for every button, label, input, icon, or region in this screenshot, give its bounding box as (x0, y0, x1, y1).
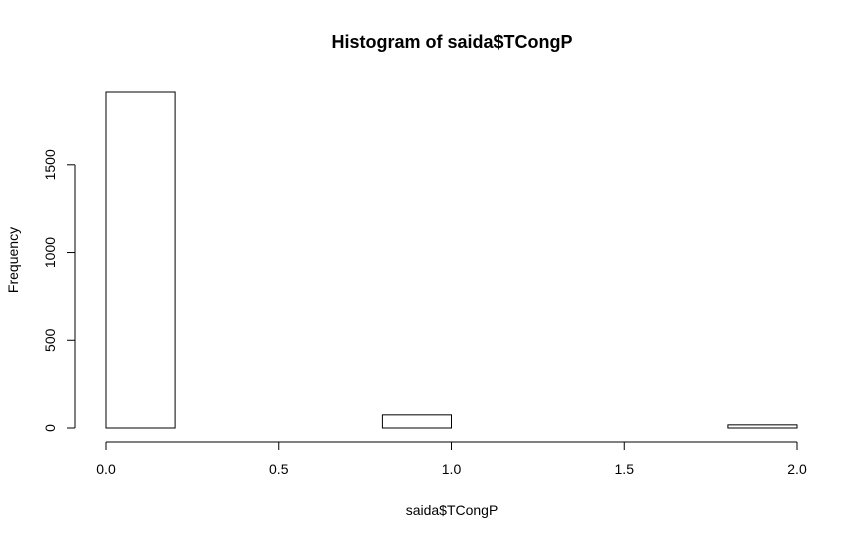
x-tick-label: 0.5 (269, 461, 289, 477)
x-axis-label: saida$TCongP (406, 502, 499, 518)
y-tick-label: 1500 (42, 149, 58, 180)
histogram-bar (105, 91, 176, 429)
y-axis: 0 500 1000 1500 (42, 149, 76, 432)
x-tick-label: 2.0 (787, 461, 807, 477)
x-tick-label: 1.5 (615, 461, 635, 477)
x-tick-label: 1.0 (442, 461, 462, 477)
y-tick-label: 1000 (42, 237, 58, 268)
x-axis: 0.0 0.5 1.0 1.5 2.0 (96, 441, 807, 477)
bars-group (105, 91, 798, 429)
y-tick-label: 500 (42, 328, 58, 352)
y-axis-label: Frequency (5, 227, 21, 293)
x-tick-label: 0.0 (96, 461, 116, 477)
histogram-bar (727, 424, 798, 429)
histogram-bar (381, 414, 452, 429)
chart-title: Histogram of saida$TCongP (331, 32, 572, 52)
y-tick-label: 0 (42, 424, 58, 432)
